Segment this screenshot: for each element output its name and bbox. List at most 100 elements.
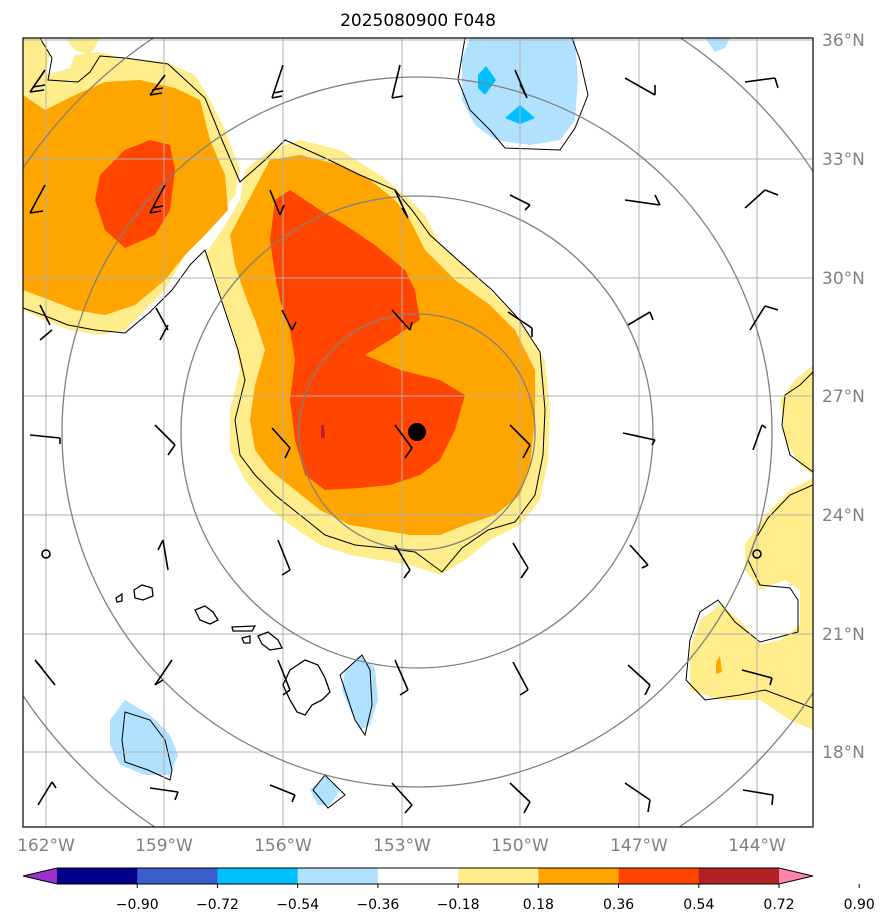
wind-barb — [509, 782, 531, 814]
lat-label: 24°N — [822, 506, 865, 526]
lon-label: 156°W — [254, 836, 312, 856]
lon-label: 153°W — [373, 836, 431, 856]
fill-orange-speck — [716, 656, 722, 674]
colorbar-tick-label: −0.54 — [276, 897, 319, 913]
colorbar-tick-label: −0.18 — [437, 897, 480, 913]
orange-speck-east — [716, 656, 722, 674]
colorbar-outline — [22, 867, 814, 885]
wind-barb — [624, 194, 661, 206]
contour-east — [781, 371, 813, 473]
wind-barb — [29, 69, 46, 93]
lon-label: 144°W — [728, 836, 786, 856]
colorbar-swatch — [618, 868, 700, 884]
wind-barb — [512, 661, 529, 696]
colorbar-tick-label: 0.72 — [763, 897, 794, 913]
darkred-speck — [321, 425, 325, 438]
wind-barb — [269, 784, 296, 803]
lat-label: 30°N — [822, 269, 865, 289]
range-ring-2 — [180, 195, 654, 669]
contour-sw-blue — [121, 711, 173, 781]
colorbar-tick-label: −0.90 — [116, 897, 159, 913]
island-molokai — [231, 625, 257, 632]
lat-label: 21°N — [822, 625, 865, 645]
lon-label: 162°W — [17, 836, 75, 856]
wind-barb — [29, 184, 46, 214]
wind-barb — [627, 311, 654, 326]
wind-barb — [277, 659, 291, 696]
negative-region-small-north — [705, 38, 730, 52]
colorbar-tick-label: −0.72 — [196, 897, 239, 913]
colorbar-swatch — [698, 868, 780, 884]
negative-core-north-a — [478, 66, 496, 95]
wind-barb — [391, 309, 413, 331]
lat-label: 18°N — [822, 743, 865, 763]
calm-wind-circle — [752, 549, 762, 559]
fill-dark-red — [321, 425, 325, 438]
colorbar-swatch — [297, 868, 379, 884]
coastlines-hawaii — [115, 584, 331, 716]
colorbar-swatch — [377, 868, 459, 884]
latitude-labels: 36°N 33°N 30°N 27°N 24°N 21°N 18°N — [822, 31, 865, 763]
wind-barb — [149, 787, 179, 801]
colorbar-swatch — [458, 868, 539, 884]
wind-barb — [744, 189, 779, 209]
colorbar-tick-label: 0.90 — [844, 897, 875, 913]
wind-barb — [391, 782, 413, 814]
wind-barb — [29, 434, 61, 444]
negative-region-southwest — [110, 700, 178, 775]
contour-lines — [23, 38, 813, 809]
wind-barb — [281, 309, 297, 331]
wind-barb — [509, 194, 531, 211]
colorbar-labels: −0.90 −0.72 −0.54 −0.36 −0.18 0.18 0.36 0.54 0.7… — [116, 884, 875, 913]
lat-label: 33°N — [822, 150, 865, 170]
wind-barb — [749, 305, 779, 331]
lon-label: 159°W — [135, 836, 193, 856]
wind-barb — [149, 74, 166, 96]
wind-barb — [269, 189, 285, 216]
colorbar-tick-label: 0.54 — [683, 897, 714, 913]
wind-barb — [271, 64, 284, 99]
island-maui — [257, 631, 283, 651]
island-niihau — [115, 592, 123, 603]
wind-barb — [741, 669, 773, 686]
map-title: 2025080900 F048 — [340, 11, 496, 31]
colorbar-swatch — [137, 868, 218, 884]
colorbar-tick-label: 0.18 — [523, 897, 554, 913]
colorbar-swatches — [23, 868, 813, 884]
wind-barb — [34, 659, 56, 686]
positive-region-north — [65, 38, 100, 55]
wind-barb — [507, 311, 533, 337]
wind-barb — [512, 542, 529, 579]
wind-barb — [509, 424, 531, 459]
colorbar-extend-high — [779, 868, 813, 884]
longitude-labels: 162°W 159°W 156°W 153°W 150°W 147°W 144°… — [17, 836, 786, 856]
wind-barb — [271, 427, 291, 459]
island-kauai — [133, 584, 154, 601]
range-ring-3 — [61, 76, 773, 788]
wind-barb — [37, 781, 57, 806]
wind-barb — [629, 544, 649, 569]
negative-region-mid — [342, 655, 378, 730]
wind-barb — [154, 659, 173, 686]
wind-barb — [39, 304, 53, 341]
wind-barb — [394, 189, 409, 219]
wind-barb — [394, 544, 411, 579]
colorbar-extend-low — [23, 868, 57, 884]
gridlines — [23, 38, 813, 827]
contour-south-blue — [312, 774, 346, 809]
range-ring-1 — [298, 313, 536, 551]
map-frame — [22, 37, 814, 828]
wind-barb — [622, 432, 656, 446]
wind-barb — [394, 659, 409, 696]
calm-wind-markers — [41, 549, 762, 559]
lon-label: 150°W — [491, 836, 549, 856]
lon-label: 147°W — [610, 836, 668, 856]
lat-label: 27°N — [822, 387, 865, 407]
calm-wind-circle — [41, 549, 51, 559]
island-lanai — [241, 635, 251, 644]
contour-north-blue — [457, 38, 589, 151]
wind-barb — [744, 77, 779, 89]
